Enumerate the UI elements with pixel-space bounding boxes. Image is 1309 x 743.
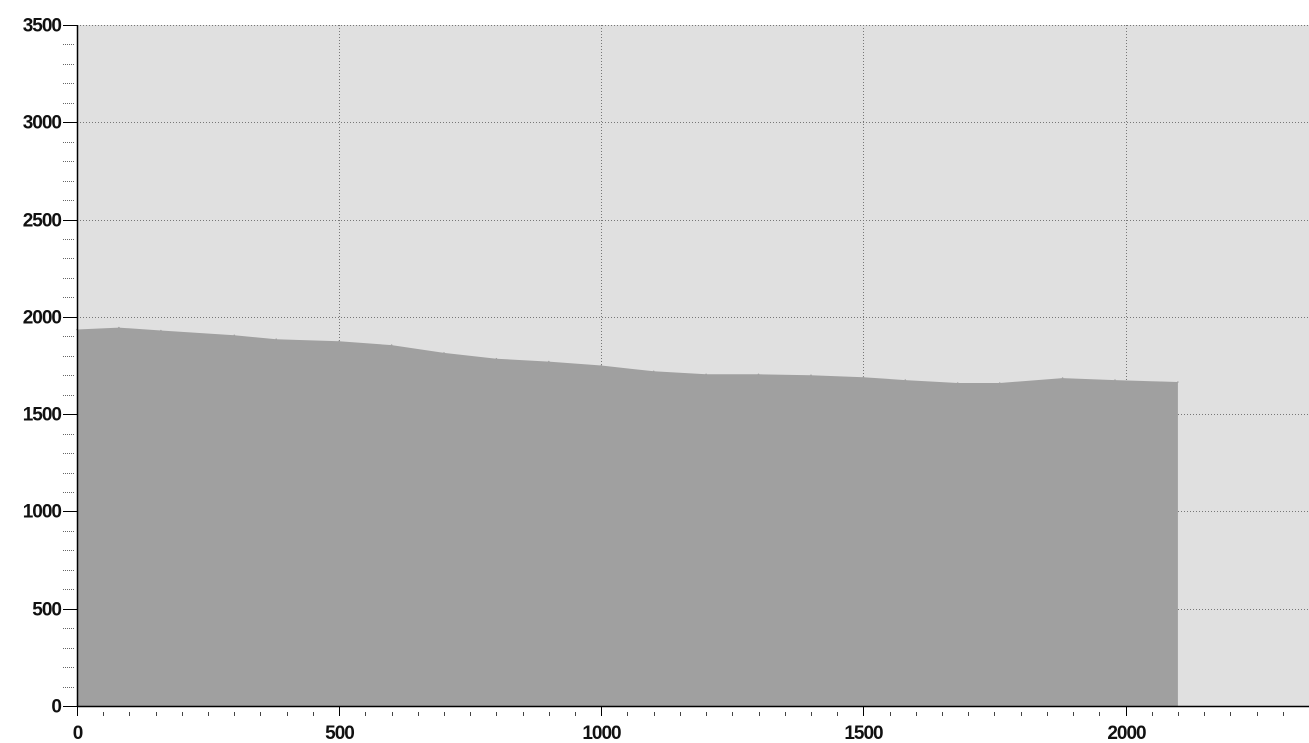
x-tick-label: 1000 [582,723,621,743]
data-point [390,344,393,346]
data-point [956,382,959,384]
data-point [810,374,812,377]
data-point [652,370,655,373]
x-tick-label: 2000 [1107,723,1146,743]
data-point [757,373,760,376]
data-point [443,352,445,354]
y-tick-label: 2000 [23,308,62,329]
data-point [1177,381,1179,383]
data-point [600,364,603,367]
data-point [548,360,550,363]
data-point [118,326,120,329]
y-tick-label: 3000 [23,113,62,134]
data-point [904,379,907,381]
y-tick-label: 2500 [23,211,62,232]
data-point [1061,377,1064,379]
y-tick-label: 500 [32,600,61,621]
data-point [862,376,865,379]
y-tick-label: 1500 [23,405,62,426]
data-point [705,373,707,376]
y-tick-label: 1000 [23,502,62,523]
x-tick-label: 0 [73,723,83,743]
data-point [495,357,498,360]
data-point [160,329,162,332]
y-tick-label: 0 [51,697,61,718]
x-tick-label: 500 [325,723,354,743]
data-point [998,382,1001,384]
data-point [338,340,340,343]
data-point [233,334,236,337]
data-point [275,338,278,341]
x-tick-label: 1500 [844,723,883,743]
data-point [1114,379,1116,381]
y-tick-label: 3500 [23,16,62,37]
area-series-fill [77,327,1178,706]
